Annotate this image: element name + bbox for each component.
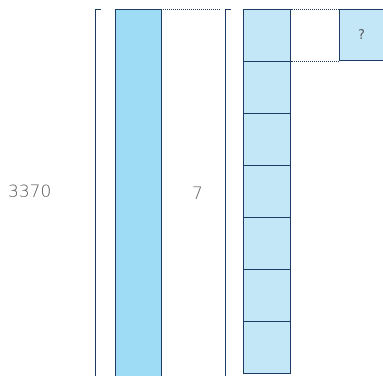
equal-part-box bbox=[243, 61, 291, 114]
whole-bar bbox=[115, 9, 162, 376]
unknown-connector-top bbox=[291, 9, 339, 10]
connector-dotted-line-top bbox=[163, 9, 220, 10]
equal-part-box bbox=[243, 321, 291, 374]
equal-part-box bbox=[243, 9, 291, 62]
equal-part-box bbox=[243, 217, 291, 270]
unknown-part-label: ? bbox=[358, 27, 365, 43]
unknown-part-box: ? bbox=[339, 9, 383, 61]
equal-parts-column bbox=[243, 9, 291, 376]
whole-bracket bbox=[95, 9, 101, 376]
equal-part-box bbox=[243, 113, 291, 166]
equal-part-box bbox=[243, 269, 291, 322]
equal-part-box bbox=[243, 165, 291, 218]
total-value-label: 3370 bbox=[8, 182, 52, 202]
unknown-connector-bottom bbox=[291, 61, 339, 62]
parts-bracket bbox=[225, 9, 231, 376]
divisor-value-label: 7 bbox=[192, 184, 203, 204]
